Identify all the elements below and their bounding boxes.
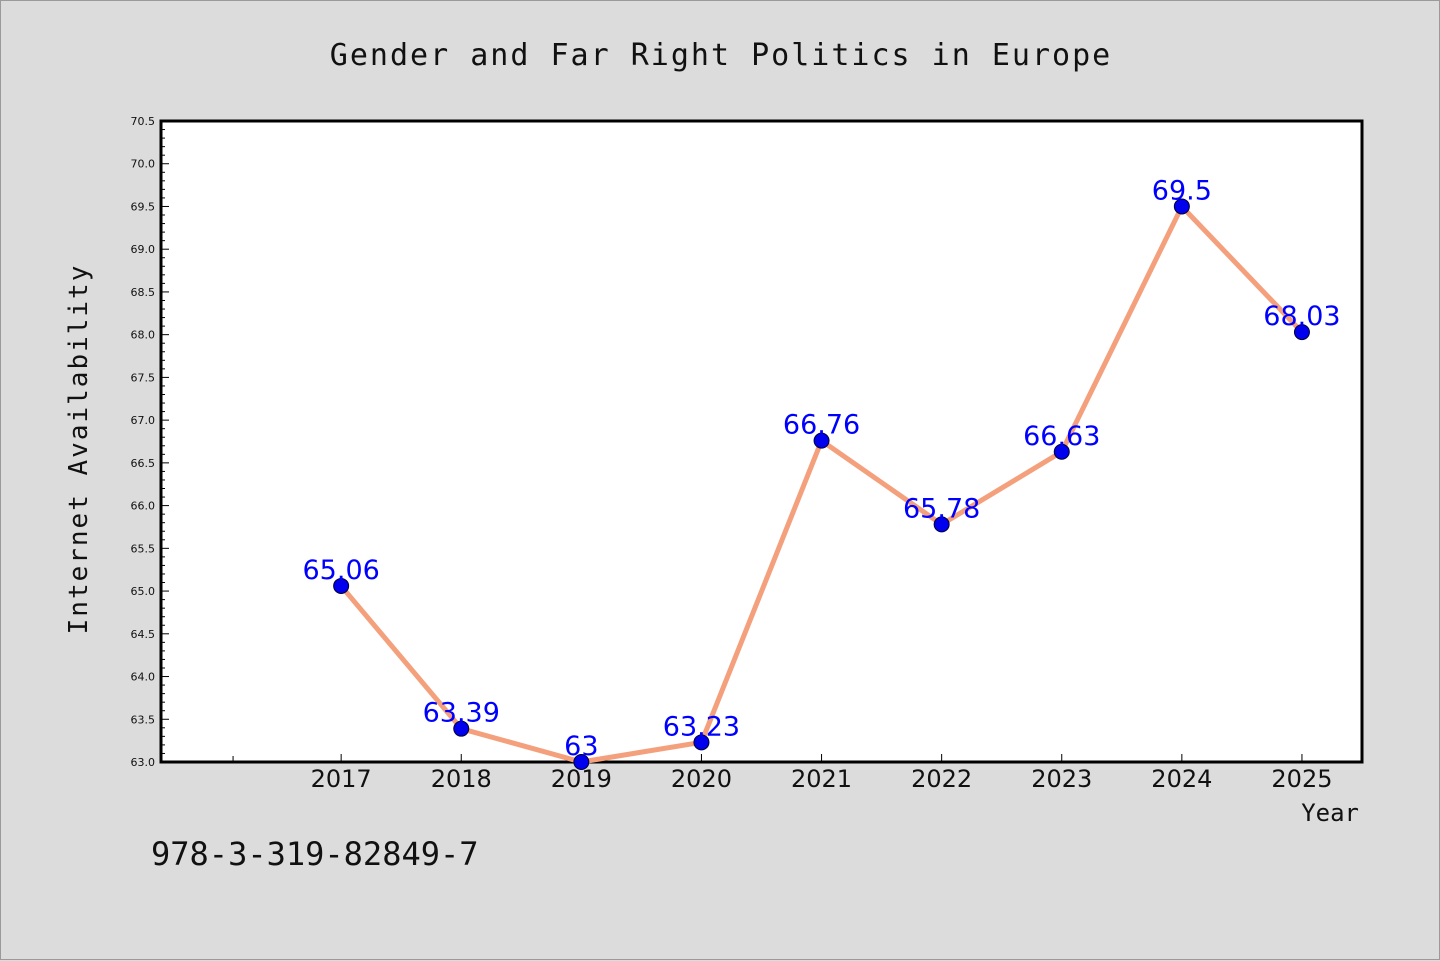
data-label-group: 65.06 63.39 63 63.23 66.76 65.78 66.63 69.5 68.0…	[303, 175, 1341, 762]
y-tick-label: 66.5	[131, 457, 156, 470]
y-tick-label: 66.0	[131, 500, 156, 513]
plot-area	[159, 119, 1364, 764]
y-tick-label: 67.5	[131, 371, 156, 384]
data-point	[453, 720, 470, 737]
x-tick-label: 2017	[311, 765, 372, 793]
data-point	[1293, 324, 1310, 341]
data-label: 69.5	[1152, 175, 1212, 206]
data-label: 68.03	[1263, 301, 1340, 332]
data-point	[333, 577, 350, 594]
y-axis-label: Internet Availability	[64, 264, 94, 635]
data-point	[1053, 443, 1070, 460]
x-tick-label: 2023	[1031, 765, 1092, 793]
data-label: 63.23	[663, 711, 740, 742]
x-tick-label: 2018	[431, 765, 492, 793]
data-label: 63	[564, 731, 598, 762]
x-axis: 2017 2018 2019 2020 2021 2022 2023 2024 2025	[232, 754, 1332, 793]
data-point	[573, 754, 590, 770]
y-tick-label: 64.0	[131, 671, 156, 684]
footnote: 978-3-319-82849-7	[151, 835, 479, 873]
y-tick-label: 67.0	[131, 414, 156, 427]
data-point	[813, 432, 830, 449]
y-tick-label: 70.5	[131, 115, 156, 128]
y-tick-label: 63.5	[131, 713, 156, 726]
chart-title: Gender and Far Right Politics in Europe	[330, 38, 1112, 73]
data-point	[693, 734, 710, 751]
y-tick-label: 70.0	[131, 158, 156, 171]
y-axis: 63.0 63.5 64.0 64.5 65.0 65.5 66.0 66.5 67.0 67.5…	[131, 115, 169, 769]
x-tick-label: 2022	[911, 765, 972, 793]
data-label: 65.78	[903, 493, 980, 524]
x-tick-label: 2025	[1271, 765, 1332, 793]
x-tick-label: 2024	[1151, 765, 1212, 793]
y-tick-label: 63.0	[131, 756, 156, 769]
data-label: 65.06	[303, 555, 380, 586]
y-tick-label: 69.0	[131, 243, 156, 256]
marker-group	[333, 198, 1310, 770]
y-tick-label: 65.5	[131, 542, 156, 555]
x-axis-label: Year	[1301, 799, 1359, 827]
data-label: 66.76	[783, 410, 860, 441]
data-point	[933, 516, 950, 533]
data-point	[1173, 198, 1190, 215]
y-tick-label: 68.0	[131, 329, 156, 342]
y-tick-label: 65.0	[131, 585, 156, 598]
x-tick-label: 2020	[671, 765, 732, 793]
y-tick-label: 69.5	[131, 200, 156, 213]
data-label: 66.63	[1023, 421, 1100, 452]
x-tick-label: 2021	[791, 765, 852, 793]
y-tick-label: 64.5	[131, 628, 156, 641]
y-tick-label: 68.5	[131, 286, 156, 299]
data-label: 63.39	[423, 698, 500, 729]
